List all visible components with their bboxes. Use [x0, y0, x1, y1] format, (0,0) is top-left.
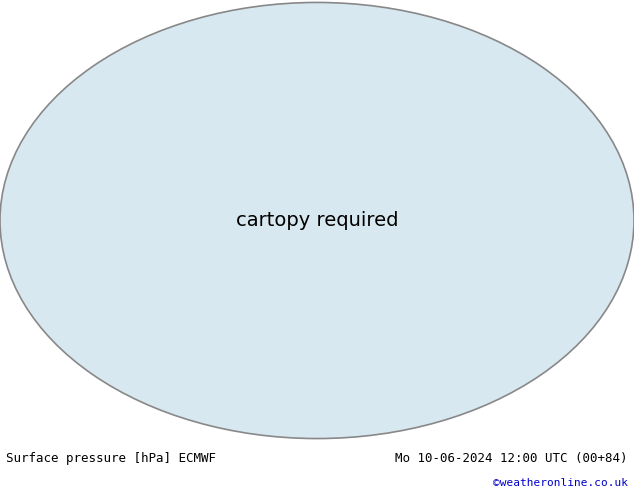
Ellipse shape [0, 2, 634, 439]
Text: ©weatheronline.co.uk: ©weatheronline.co.uk [493, 478, 628, 488]
Text: Mo 10-06-2024 12:00 UTC (00+84): Mo 10-06-2024 12:00 UTC (00+84) [395, 452, 628, 465]
Text: Surface pressure [hPa] ECMWF: Surface pressure [hPa] ECMWF [6, 452, 216, 465]
Text: cartopy required: cartopy required [236, 211, 398, 230]
